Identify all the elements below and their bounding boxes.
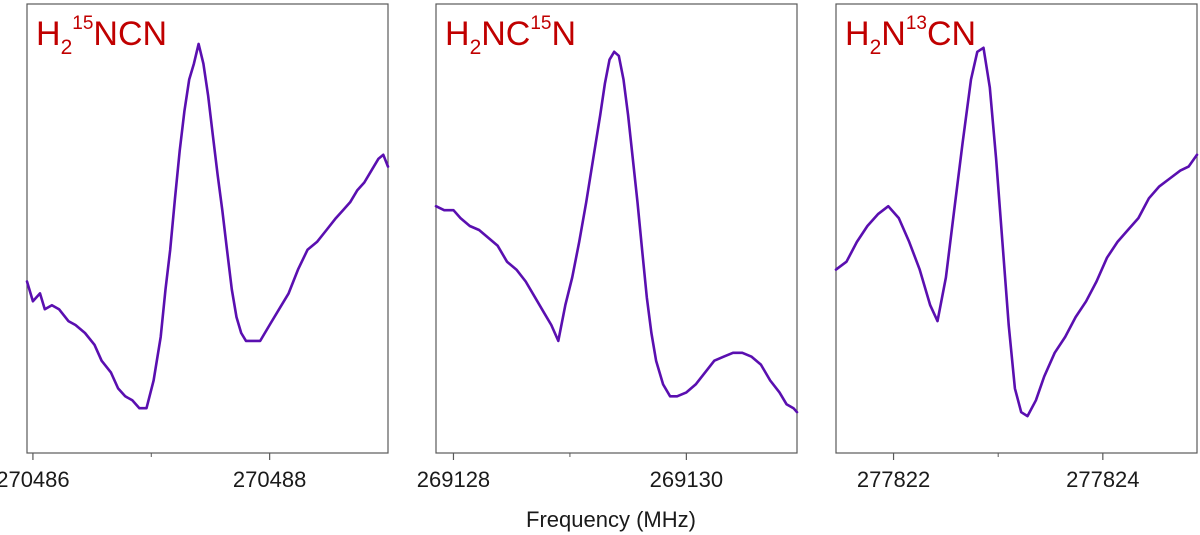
panel-frame (435, 3, 798, 454)
spectrum-trace (434, 50, 799, 414)
panel-3: 277822 277824 H2N13CN (834, 3, 1199, 492)
x-tick-label: 269130 (650, 467, 723, 492)
panel-1: 270486 270488 H215NCN (0, 3, 390, 492)
panel-title: H2NC15N (445, 13, 576, 59)
x-axis-label: Frequency (MHz) (526, 507, 696, 532)
x-tick-label: 270488 (233, 467, 306, 492)
panel-frame (835, 3, 1198, 454)
x-tick-label: 270486 (0, 467, 70, 492)
panel-frame (26, 3, 389, 454)
x-tick-label: 277822 (857, 467, 930, 492)
spectrum-trace (25, 42, 390, 410)
panel-title: H215NCN (36, 13, 167, 59)
panel-title: H2N13CN (845, 13, 976, 59)
x-tick-label: 269128 (417, 467, 490, 492)
spectrum-trace (834, 46, 1199, 418)
panels-group: 270486 270488 H215NCN 269128 269130 H2NC15N 27… (0, 3, 1199, 492)
panel-2: 269128 269130 H2NC15N (417, 3, 799, 492)
x-tick-label: 277824 (1066, 467, 1139, 492)
